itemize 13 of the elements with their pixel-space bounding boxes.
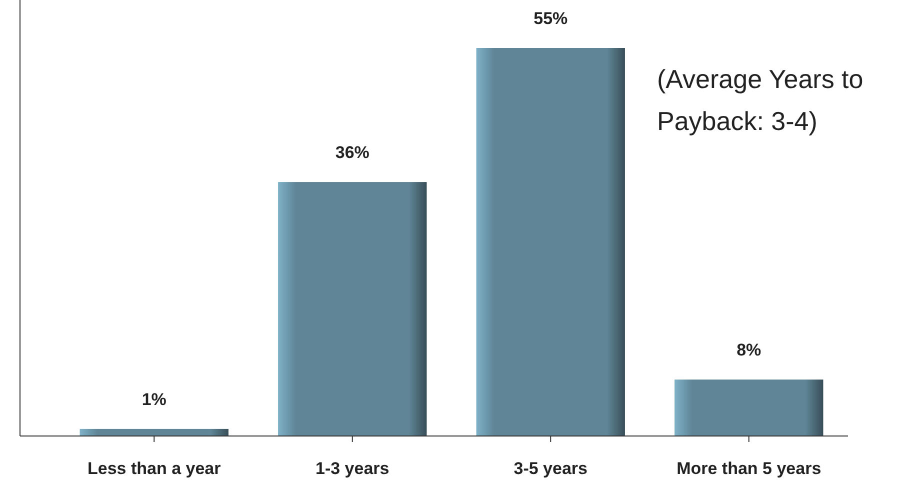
x-tick-label: Less than a year — [88, 459, 222, 478]
x-tick-label: More than 5 years — [676, 459, 822, 478]
x-tick-label: 3-5 years — [514, 459, 588, 478]
data-label: 36% — [335, 143, 370, 162]
bar — [476, 48, 625, 436]
data-label: 55% — [534, 9, 568, 28]
x-tick-label: 1-3 years — [316, 459, 390, 478]
data-label: 8% — [736, 340, 762, 360]
bar — [674, 380, 824, 436]
annotation: (Average Years to Payback: 3-4) — [657, 64, 864, 136]
bar — [278, 182, 427, 436]
bar — [80, 428, 228, 436]
data-label: 1% — [142, 390, 166, 409]
